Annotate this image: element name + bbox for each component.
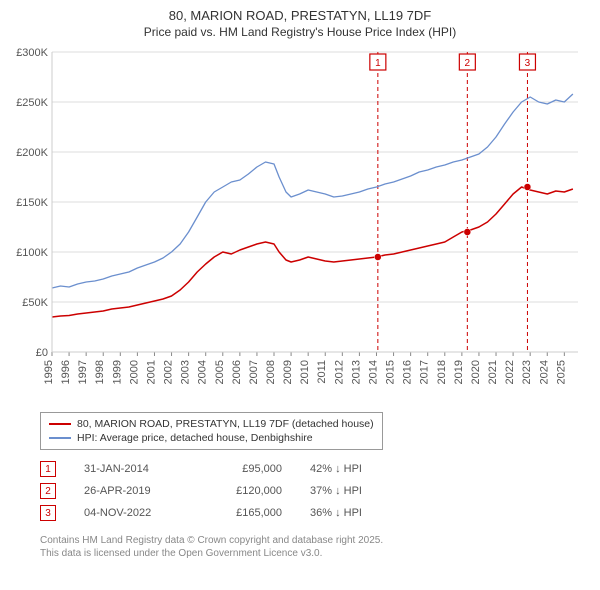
legend-label: 80, MARION ROAD, PRESTATYN, LL19 7DF (de… — [77, 418, 374, 430]
sales-row: 2 26-APR-2019 £120,000 37% ↓ HPI — [40, 480, 588, 502]
svg-text:2005: 2005 — [214, 360, 226, 384]
sale-delta: 37% ↓ HPI — [310, 485, 400, 497]
svg-text:2013: 2013 — [350, 360, 362, 384]
svg-text:£100K: £100K — [16, 247, 48, 259]
svg-text:2011: 2011 — [316, 360, 328, 384]
sale-price: £165,000 — [212, 507, 282, 519]
svg-text:1998: 1998 — [94, 360, 106, 384]
sale-marker-box: 1 — [40, 461, 56, 477]
sale-date: 04-NOV-2022 — [84, 507, 184, 519]
sales-row: 3 04-NOV-2022 £165,000 36% ↓ HPI — [40, 502, 588, 524]
sale-price: £120,000 — [212, 485, 282, 497]
legend-box: 80, MARION ROAD, PRESTATYN, LL19 7DF (de… — [40, 412, 383, 450]
svg-text:2024: 2024 — [538, 360, 550, 384]
legend-swatch — [49, 423, 71, 425]
sale-delta: 42% ↓ HPI — [310, 463, 400, 475]
svg-text:2003: 2003 — [180, 360, 192, 384]
legend-swatch — [49, 437, 71, 439]
sale-marker-box: 2 — [40, 483, 56, 499]
svg-text:1995: 1995 — [43, 360, 55, 384]
svg-text:2015: 2015 — [385, 360, 397, 384]
svg-text:2002: 2002 — [163, 360, 175, 384]
svg-text:2023: 2023 — [521, 360, 533, 384]
title-block: 80, MARION ROAD, PRESTATYN, LL19 7DF Pri… — [12, 8, 588, 40]
svg-text:2019: 2019 — [453, 360, 465, 384]
svg-text:2012: 2012 — [333, 360, 345, 384]
legend-row: HPI: Average price, detached house, Denb… — [49, 431, 374, 445]
svg-text:2: 2 — [465, 58, 471, 69]
chart-title: 80, MARION ROAD, PRESTATYN, LL19 7DF — [12, 8, 588, 25]
legend-label: HPI: Average price, detached house, Denb… — [77, 432, 313, 444]
svg-text:£200K: £200K — [16, 147, 48, 159]
sale-delta: 36% ↓ HPI — [310, 507, 400, 519]
sales-row: 1 31-JAN-2014 £95,000 42% ↓ HPI — [40, 458, 588, 480]
chart-area: £0 £50K £100K £150K £200K £250K £300K 1995 1996 1… — [12, 46, 588, 406]
svg-text:2017: 2017 — [419, 360, 431, 384]
svg-text:2004: 2004 — [197, 360, 209, 384]
svg-text:1: 1 — [375, 58, 381, 69]
svg-text:1999: 1999 — [111, 360, 123, 384]
footer-line1: Contains HM Land Registry data © Crown c… — [40, 534, 588, 547]
sale-price: £95,000 — [212, 463, 282, 475]
svg-text:2022: 2022 — [504, 360, 516, 384]
svg-text:2020: 2020 — [470, 360, 482, 384]
svg-text:£50K: £50K — [22, 297, 48, 309]
svg-text:2016: 2016 — [402, 360, 414, 384]
svg-text:£250K: £250K — [16, 97, 48, 109]
svg-text:£0: £0 — [36, 347, 48, 359]
sale-date: 31-JAN-2014 — [84, 463, 184, 475]
svg-text:2006: 2006 — [231, 360, 243, 384]
sale-date: 26-APR-2019 — [84, 485, 184, 497]
footer-note: Contains HM Land Registry data © Crown c… — [40, 534, 588, 560]
svg-text:2021: 2021 — [487, 360, 499, 384]
svg-text:£150K: £150K — [16, 197, 48, 209]
svg-text:2010: 2010 — [299, 360, 311, 384]
svg-text:2018: 2018 — [436, 360, 448, 384]
svg-text:2007: 2007 — [248, 360, 260, 384]
svg-text:3: 3 — [525, 58, 531, 69]
svg-text:2000: 2000 — [128, 360, 140, 384]
svg-text:1997: 1997 — [77, 360, 89, 384]
chart-svg: £0 £50K £100K £150K £200K £250K £300K 1995 1996 1… — [12, 46, 588, 406]
svg-text:£300K: £300K — [16, 47, 48, 59]
chart-container: 80, MARION ROAD, PRESTATYN, LL19 7DF Pri… — [0, 0, 600, 590]
svg-text:2009: 2009 — [282, 360, 294, 384]
svg-text:2025: 2025 — [555, 360, 567, 384]
svg-text:2014: 2014 — [367, 360, 379, 384]
sales-table: 1 31-JAN-2014 £95,000 42% ↓ HPI 2 26-APR-2019… — [40, 458, 588, 524]
svg-text:2008: 2008 — [265, 360, 277, 384]
sale-marker-box: 3 — [40, 505, 56, 521]
svg-text:2001: 2001 — [145, 360, 157, 384]
footer-line2: This data is licensed under the Open Gov… — [40, 547, 588, 560]
svg-text:1996: 1996 — [60, 360, 72, 384]
legend-row: 80, MARION ROAD, PRESTATYN, LL19 7DF (de… — [49, 417, 374, 431]
chart-subtitle: Price paid vs. HM Land Registry's House … — [12, 25, 588, 41]
